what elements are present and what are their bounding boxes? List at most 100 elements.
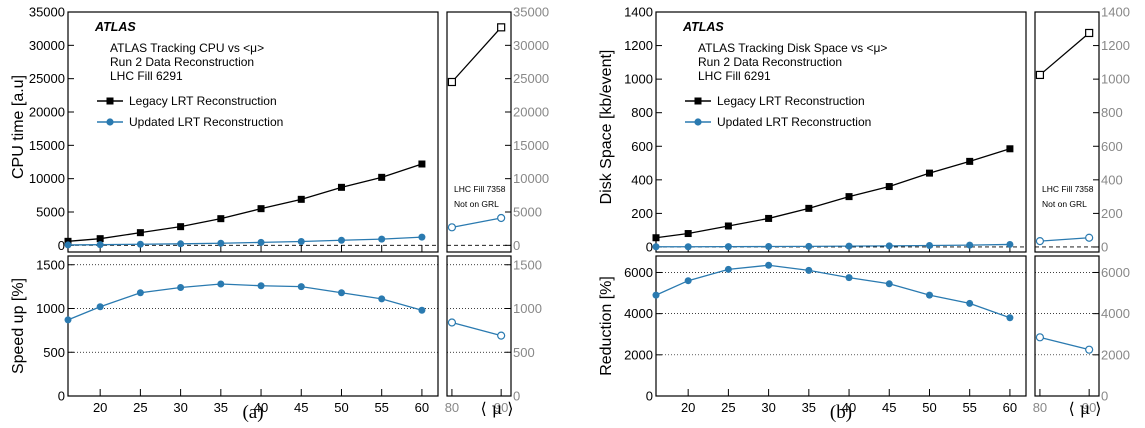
x-tick-label: 50 — [334, 400, 348, 415]
data-point-square — [966, 157, 974, 165]
side-y-tick-label-top: 35000 — [513, 5, 549, 20]
side-y-tick-label-top: 5000 — [513, 205, 542, 220]
side-series-line — [451, 217, 502, 228]
side-y-tick-label-top: 600 — [1101, 139, 1123, 154]
data-point-square — [64, 237, 72, 245]
side-y-tick-label-bottom: 1500 — [513, 257, 542, 272]
x-tick-label: 55 — [962, 400, 976, 415]
ratio-point — [136, 289, 144, 297]
figure-caption: (a) — [242, 402, 263, 423]
data-point-circle — [845, 242, 853, 250]
data-point-square — [925, 169, 933, 177]
ratio-point — [966, 299, 974, 307]
side-point-open-square — [447, 77, 457, 87]
y-tick-label-top: 5000 — [36, 205, 65, 220]
title-line: ATLAS Tracking CPU vs <μ> — [110, 41, 264, 55]
y-tick-label-top: 400 — [631, 172, 653, 187]
y-tick-label-top: 600 — [631, 139, 653, 154]
data-point-circle — [765, 243, 773, 251]
side-x-tick-label: 80 — [445, 400, 459, 415]
legend-label: Legacy LRT Reconstruction — [129, 94, 277, 108]
y-tick-label-top: 800 — [631, 105, 653, 120]
side-point-open-square — [497, 23, 506, 32]
ratio-point — [257, 282, 265, 290]
side-ratio-line — [1039, 336, 1090, 351]
data-point-circle — [684, 243, 692, 251]
data-point-circle — [885, 242, 893, 250]
data-point-square — [1006, 145, 1014, 153]
side-bottom-frame — [1034, 255, 1100, 397]
legend-marker-circle — [106, 118, 114, 126]
ratio-line — [67, 283, 423, 321]
side-y-tick-label-top: 20000 — [513, 105, 549, 120]
y-tick-label-bottom: 1000 — [36, 301, 65, 316]
side-y-tick-label-top: 1200 — [1101, 38, 1130, 53]
ratio-point — [724, 265, 732, 273]
title-line: ATLAS Tracking Disk Space vs <μ> — [698, 41, 887, 55]
data-point-circle — [257, 238, 265, 246]
side-point-open-square — [1035, 70, 1045, 80]
x-tick-label: 40 — [842, 400, 856, 415]
atlas-label: ATLAS — [682, 20, 724, 34]
side-ratio-point — [1035, 333, 1045, 342]
side-y-tick-label-top: 25000 — [513, 71, 549, 86]
side-ratio-point — [497, 331, 506, 340]
data-point-circle — [136, 240, 144, 248]
ratio-point — [652, 291, 660, 299]
legend-marker-square — [694, 97, 702, 105]
side-y-tick-label-bottom: 2000 — [1101, 347, 1130, 362]
ratio-point — [337, 289, 345, 297]
x-tick-label: 20 — [93, 400, 107, 415]
ratio-point — [845, 274, 853, 282]
inset-note: Not on GRL — [454, 199, 499, 209]
x-tick-label: 20 — [681, 400, 695, 415]
title-line: LHC Fill 6291 — [698, 69, 771, 83]
data-point-square — [217, 215, 225, 223]
data-point-circle — [297, 238, 305, 246]
y-tick-label-bottom: 0 — [58, 389, 65, 404]
x-axis-label: ⟨ μ ⟩ — [1068, 399, 1101, 418]
inset-note: Not on GRL — [1042, 199, 1087, 209]
x-tick-label: 35 — [802, 400, 816, 415]
y-tick-label-top: 1000 — [624, 72, 653, 87]
y-tick-label-bottom: 1500 — [36, 257, 65, 272]
ratio-point — [765, 261, 773, 269]
side-ratio-line — [451, 321, 502, 337]
data-point-circle — [217, 239, 225, 247]
title-line: Run 2 Data Reconstruction — [110, 55, 254, 69]
data-point-square — [96, 235, 104, 243]
main-top-frame — [67, 11, 439, 253]
y-tick-label-top: 15000 — [29, 138, 65, 153]
data-point-square — [652, 234, 660, 242]
data-point-circle — [418, 233, 426, 241]
data-point-circle — [966, 241, 974, 249]
y-tick-label-top: 30000 — [29, 38, 65, 53]
series-line — [655, 148, 1011, 239]
ratio-point — [925, 291, 933, 299]
side-x-tick-label: 80 — [1033, 400, 1047, 415]
data-point-circle — [337, 236, 345, 244]
x-tick-label: 40 — [254, 400, 268, 415]
side-ratio-point — [447, 318, 457, 327]
side-y-tick-label-bottom: 4000 — [1101, 306, 1130, 321]
y-tick-label-top: 20000 — [29, 105, 65, 120]
ratio-point — [805, 266, 813, 274]
x-tick-label: 35 — [214, 400, 228, 415]
side-series-line — [1039, 32, 1090, 76]
ratio-point — [1006, 314, 1014, 322]
ratio-point — [217, 280, 225, 288]
title-line: Run 2 Data Reconstruction — [698, 55, 842, 69]
y-axis-label-bottom: Reduction [%] — [598, 276, 615, 376]
y-tick-label-bottom: 6000 — [624, 265, 653, 280]
data-point-square — [805, 204, 813, 212]
data-point-circle — [724, 243, 732, 251]
side-y-tick-label-top: 1400 — [1101, 5, 1130, 20]
x-tick-label: 30 — [761, 400, 775, 415]
y-tick-label-top: 200 — [631, 206, 653, 221]
x-tick-label: 50 — [922, 400, 936, 415]
legend-label: Legacy LRT Reconstruction — [717, 94, 865, 108]
y-tick-label-top: 0 — [646, 239, 653, 254]
